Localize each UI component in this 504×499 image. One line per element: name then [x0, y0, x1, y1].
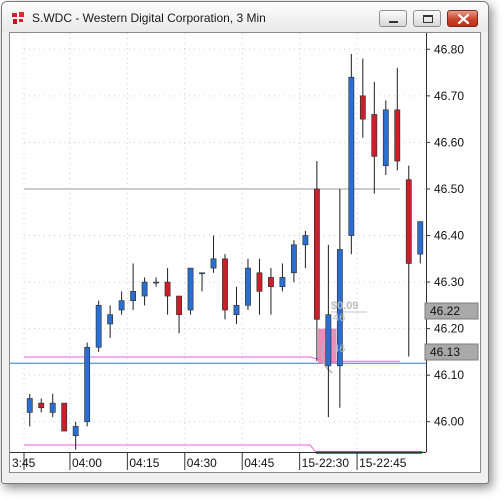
candle-22: [279, 277, 286, 288]
candle-23: [291, 244, 297, 274]
window-title: S.WDC - Western Digital Corporation, 3 M…: [32, 11, 266, 25]
candle-20: [256, 272, 263, 292]
maximize-button[interactable]: [413, 10, 441, 27]
pink-upper-order-line: [24, 356, 400, 362]
price-box-upper: [424, 302, 479, 320]
y-tick-label-3: 46.50: [434, 182, 464, 196]
candle-33: [405, 179, 412, 264]
price-boxes: 46.22 46.13: [424, 302, 479, 361]
y-tick-label-7: 46.10: [434, 368, 464, 382]
candle-34: [417, 221, 424, 255]
y-tick-label-4: 46.40: [434, 229, 464, 243]
price-box-lower-label: 46.13: [430, 345, 460, 359]
candle-12: [164, 281, 171, 297]
y-tick-label-8: 46.00: [434, 415, 464, 429]
candle-14: [187, 267, 194, 311]
candle-28: [348, 76, 355, 236]
candle-25: [313, 188, 320, 320]
candle-13: [176, 295, 182, 315]
grid: [23, 33, 426, 452]
y-tick-label-2: 46.60: [434, 135, 464, 149]
x-tick-label-0: 3:45: [12, 456, 36, 470]
candle-24: [302, 235, 309, 246]
maximize-icon: [423, 15, 433, 23]
candle-9: [130, 291, 137, 301]
candle-15: [199, 272, 205, 275]
candle-8: [118, 300, 125, 311]
minimize-icon: [389, 21, 398, 23]
y-axis-ticks: 46.80 46.70 46.60 46.50 46.40 46.30 46.20 46.10…: [426, 42, 464, 429]
close-icon: [457, 13, 470, 25]
x-tick-label-2: 04:15: [129, 456, 159, 470]
price-box-lower: [424, 343, 479, 361]
candle-17: [222, 258, 228, 311]
candle-1: [38, 402, 45, 409]
candle-0: [26, 398, 33, 413]
candle-26: [325, 314, 332, 367]
candle-10: [141, 281, 148, 297]
candle-16: [210, 258, 217, 269]
x-tick-label-4: 04:45: [244, 456, 274, 470]
title-bar[interactable]: S.WDC - Western Digital Corporation, 3 M…: [2, 2, 488, 32]
candle-6: [95, 305, 102, 348]
pl-value-label: $0.09: [331, 300, 359, 312]
candle-3: [61, 402, 68, 432]
chart-area[interactable]: 46.80 46.70 46.60 46.50 46.40 46.30 46.20 46.10…: [9, 32, 481, 473]
candle-18: [233, 305, 240, 315]
candle-31: [382, 109, 389, 166]
pink-lower-order-line: [24, 444, 426, 453]
candle-30: [371, 114, 378, 157]
candle-7: [107, 314, 114, 325]
candle-27: [336, 249, 343, 367]
qty-lower-label: 46: [333, 343, 345, 355]
candle-5: [84, 346, 91, 423]
minimize-button[interactable]: [379, 10, 407, 27]
horizontal-lines: [10, 188, 426, 455]
x-axis-ticks: 3:45 04:00 04:15 04:30 04:45 15-22:30 15-22:45: [12, 452, 407, 470]
chart-window: S.WDC - Western Digital Corporation, 3 M…: [1, 1, 489, 484]
close-button[interactable]: [447, 10, 478, 27]
price-box-upper-label: 46.22: [430, 304, 460, 318]
x-tick-label-3: 04:30: [187, 456, 217, 470]
qty-upper-label: 46: [333, 312, 345, 324]
x-tick-label-6: 15-22:45: [359, 456, 407, 470]
y-tick-label-5: 46.30: [434, 275, 464, 289]
candle-11: [153, 281, 159, 284]
candle-32: [394, 109, 401, 162]
candle-4: [72, 426, 79, 437]
annotations: $0.09 46 46: [331, 300, 359, 355]
app-logo-icon: [12, 12, 24, 24]
x-tick-label-5: 15-22:30: [302, 456, 350, 470]
candle-2: [49, 402, 56, 413]
y-tick-label-6: 46.20: [434, 322, 464, 336]
x-tick-label-1: 04:00: [72, 456, 102, 470]
candle-29: [359, 95, 366, 120]
y-tick-label-0: 46.80: [434, 42, 464, 56]
candle-19: [245, 267, 251, 306]
candle-21: [268, 277, 274, 288]
candles: [26, 53, 424, 450]
y-tick-label-1: 46.70: [434, 89, 464, 103]
price-chart[interactable]: 46.80 46.70 46.60 46.50 46.40 46.30 46.20 46.10…: [10, 33, 480, 472]
